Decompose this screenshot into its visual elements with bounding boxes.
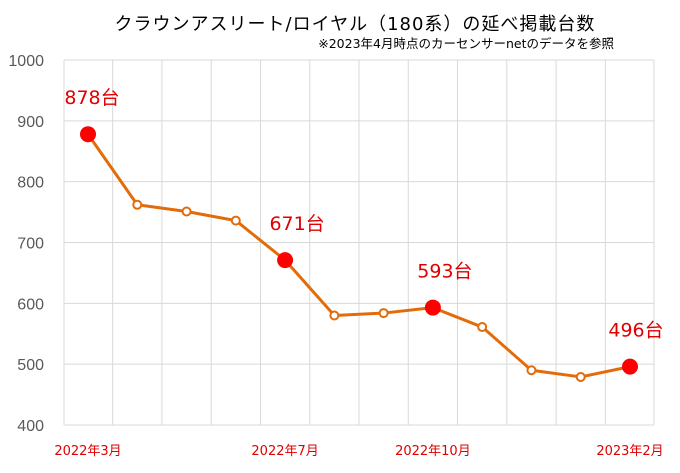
x-tick-label: 2022年7月	[251, 444, 318, 459]
highlight-point	[80, 126, 96, 143]
chart-title: クラウンアスリート/ロイヤル（180系）の延べ掲載台数	[114, 14, 596, 35]
y-tick-label: 1000	[8, 53, 44, 70]
data-point	[477, 322, 488, 333]
data-point	[230, 215, 241, 226]
y-tick-label: 700	[17, 236, 44, 253]
data-label: 671台	[269, 213, 324, 235]
data-point	[526, 365, 537, 376]
data-point	[181, 206, 192, 217]
x-axis-ticks: 2022年3月 2022年7月 2022年10月 2023年2月	[54, 444, 663, 459]
highlight-point	[622, 358, 638, 375]
series-line	[86, 133, 631, 379]
x-tick-label: 2022年10月	[395, 444, 471, 459]
chart-subtitle: ※2023年4月時点のカーセンサーnetのデータを参照	[318, 36, 614, 51]
data-labels: 878台 671台 593台 496台	[64, 87, 663, 341]
y-tick-label: 600	[17, 296, 44, 313]
data-point	[132, 199, 143, 210]
data-label: 496台	[608, 320, 663, 342]
x-tick-label: 2022年3月	[54, 444, 121, 459]
data-point	[329, 310, 340, 321]
y-tick-label: 800	[17, 175, 44, 192]
highlight-point	[277, 252, 294, 269]
data-point	[378, 308, 389, 319]
y-tick-label: 500	[17, 357, 44, 374]
highlight-point	[424, 299, 441, 316]
y-axis-ticks: 400 500 600 700 800 900 1000	[8, 53, 44, 435]
gridlines	[63, 59, 655, 426]
y-tick-label: 400	[17, 418, 44, 435]
data-point	[575, 371, 586, 382]
data-label: 878台	[64, 87, 119, 109]
data-points	[80, 126, 638, 382]
x-tick-label: 2023年2月	[596, 444, 663, 459]
y-tick-label: 900	[17, 114, 44, 131]
data-label: 593台	[417, 261, 472, 283]
series-polyline	[86, 133, 631, 379]
